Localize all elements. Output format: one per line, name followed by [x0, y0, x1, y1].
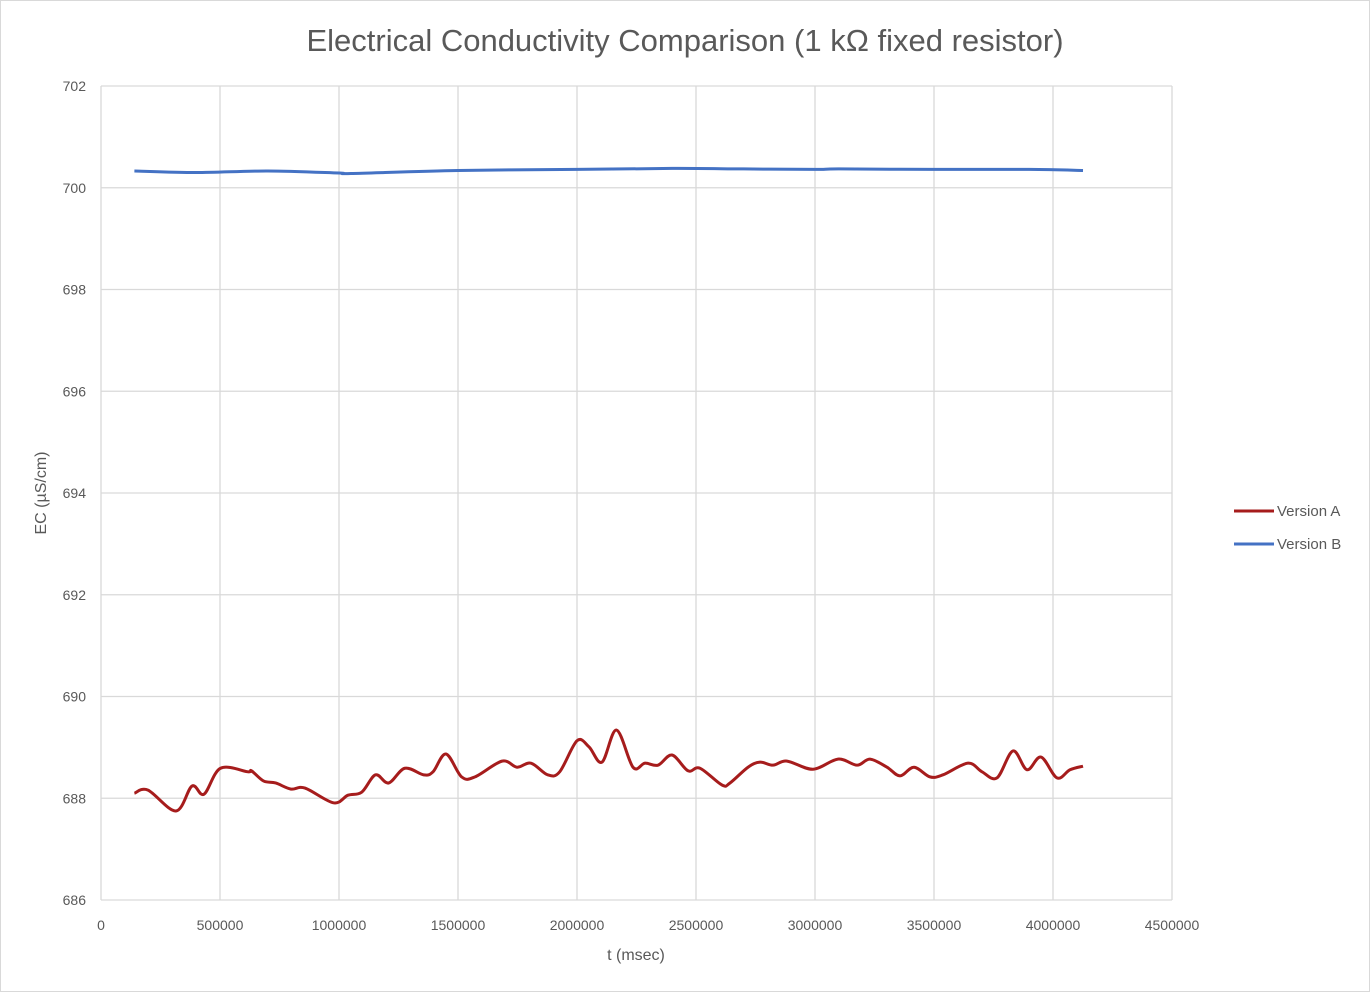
y-tick-label: 700 [63, 180, 87, 196]
legend-label: Version A [1277, 503, 1340, 520]
series-line-version-a [133, 728, 1084, 813]
x-tick-label: 3000000 [788, 917, 843, 933]
x-axis-label: t (msec) [607, 947, 665, 964]
gridlines [100, 85, 1173, 901]
y-tick-label: 702 [63, 78, 87, 94]
x-tick-label: 500000 [197, 917, 244, 933]
legend: Version A Version B [1234, 503, 1341, 553]
x-tick-label: 1500000 [431, 917, 486, 933]
y-tick-label: 696 [63, 383, 87, 399]
series-line-version-b [134, 166, 1084, 176]
y-tick-label: 686 [63, 892, 87, 908]
y-tick-label: 688 [63, 790, 87, 806]
x-tick-label: 4000000 [1026, 917, 1081, 933]
x-tick-label: 2000000 [550, 917, 605, 933]
y-tick-label: 690 [63, 689, 87, 705]
x-tick-label: 3500000 [907, 917, 962, 933]
x-tick-label: 1000000 [312, 917, 367, 933]
y-axis-label: EC (µS/cm) [33, 452, 50, 535]
y-tick-label: 694 [63, 485, 87, 501]
chart-title: Electrical Conductivity Comparison (1 kΩ… [306, 23, 1063, 58]
x-tick-label: 4500000 [1145, 917, 1200, 933]
x-tick-label: 0 [97, 917, 105, 933]
series-lines [133, 166, 1084, 813]
legend-label: Version B [1277, 536, 1341, 553]
y-tick-label: 692 [63, 587, 87, 603]
tick-labels: 686 688 690 692 694 696 698 700 702 0 500000 100000… [63, 78, 1200, 933]
x-tick-label: 2500000 [669, 917, 724, 933]
y-tick-label: 698 [63, 282, 87, 298]
